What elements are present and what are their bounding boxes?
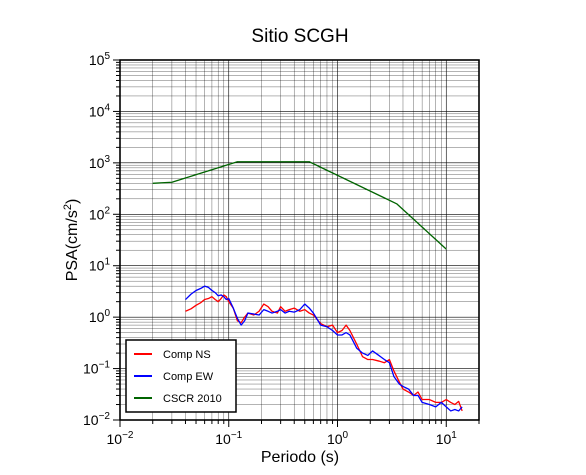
- x-tick-label: 100: [327, 430, 349, 447]
- x-tick-label: 101: [436, 430, 458, 447]
- y-tick-label: 100: [89, 308, 111, 325]
- y-tick-label: 105: [89, 51, 111, 68]
- grid: [119, 60, 480, 421]
- y-tick-label: 104: [89, 102, 111, 119]
- legend-label: CSCR 2010: [163, 393, 222, 405]
- y-axis-label-main: PSA(cm/s: [64, 210, 81, 281]
- y-tick-label: 10−2: [83, 411, 110, 428]
- y-tick-label: 102: [89, 205, 111, 222]
- series-line-2: [185, 285, 463, 412]
- y-tick-label: 103: [89, 154, 111, 171]
- series-lines: [152, 161, 463, 412]
- x-axis-label: Periodo (s): [261, 449, 339, 466]
- legend-label: Comp NS: [163, 349, 211, 361]
- legend: Comp NS Comp EW CSCR 2010: [125, 339, 237, 413]
- y-tick-label: 10−1: [83, 360, 110, 377]
- y-tick-label: 101: [89, 257, 111, 274]
- axis-ticks: [113, 59, 480, 427]
- x-tick-label: 10−1: [215, 430, 242, 447]
- chart-title: Sitio SCGH: [251, 26, 348, 47]
- x-tick-label: 10−2: [107, 430, 134, 447]
- tick-labels: 10−2 10−1 100 101 10−2 10−1 100 101 102 103 104 105: [83, 51, 457, 447]
- series-line-3: [152, 161, 447, 250]
- y-axis-label-close: ): [64, 199, 81, 204]
- y-axis-label: PSA(cm/s2): [62, 199, 81, 282]
- y-axis-label-sup: 2: [62, 204, 74, 210]
- legend-label: Comp EW: [163, 371, 214, 383]
- plot-frame: [119, 59, 480, 421]
